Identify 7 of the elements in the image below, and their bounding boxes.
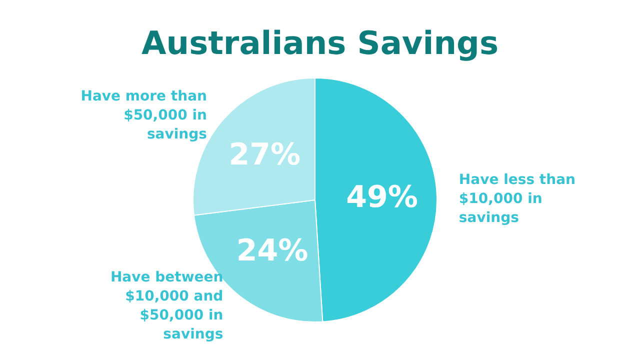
slice-label: Have between $10,000 and $50,000 in savings	[110, 270, 224, 343]
data-label: 24%	[236, 234, 308, 269]
slice-label: Have less than $10,000 in savings	[458, 172, 576, 226]
data-label: 27%	[228, 138, 301, 173]
chart-title: Australians Savings	[142, 24, 498, 62]
data-label: 49%	[346, 180, 418, 215]
slice-label: Have more than $50,000 in savings	[80, 88, 207, 143]
